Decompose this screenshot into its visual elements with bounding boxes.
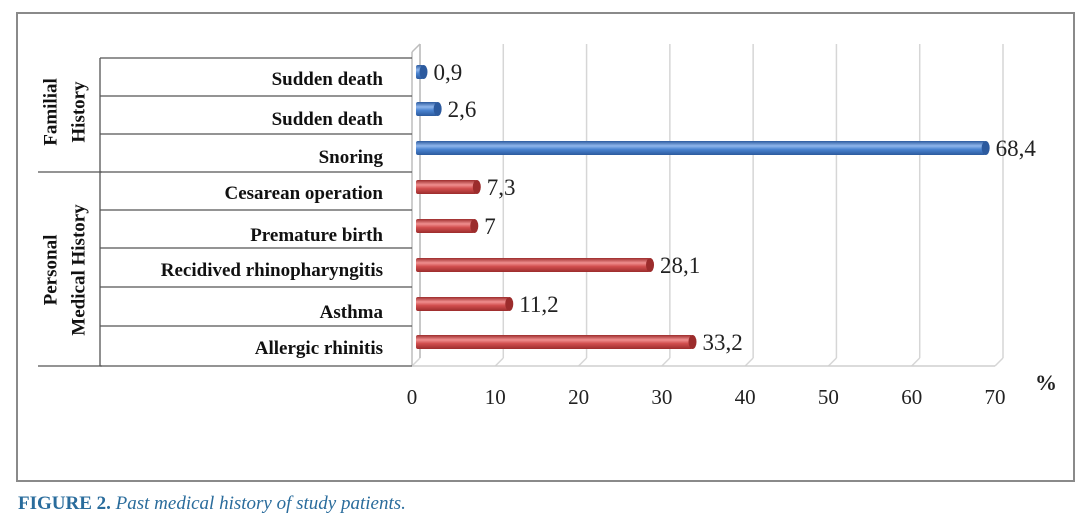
category-label: Cesarean operation — [225, 183, 384, 204]
data-label: 7 — [484, 214, 496, 239]
gridline-floor — [494, 357, 504, 367]
x-tick-label: 60 — [901, 385, 922, 409]
category-label: Asthma — [320, 302, 384, 323]
gridline-floor — [911, 357, 921, 367]
bar — [416, 141, 986, 155]
bar — [416, 102, 438, 116]
bar-end-cap — [419, 65, 428, 79]
gridline-floor — [411, 357, 421, 367]
category-label: Recidived rhinopharyngitis — [161, 260, 383, 281]
data-label: 0,9 — [433, 60, 462, 85]
bar-end-cap — [646, 258, 655, 272]
x-tick-label: 70 — [985, 385, 1006, 409]
category-label: Allergic rhinitis — [255, 338, 383, 359]
gridline-floor — [578, 357, 588, 367]
data-label: 68,4 — [996, 136, 1037, 161]
bar-end-cap — [470, 219, 479, 233]
category-label: Sudden death — [272, 69, 384, 90]
gridline-floor — [661, 357, 671, 367]
x-tick-label: 50 — [818, 385, 839, 409]
bar-end-cap — [472, 180, 481, 194]
category-label: Premature birth — [250, 225, 383, 246]
x-tick-label: 40 — [735, 385, 756, 409]
caption-figure-number: FIGURE 2. — [18, 493, 111, 514]
gridline-floor — [744, 357, 754, 367]
group-label: Medical History — [68, 204, 89, 336]
caption-text: Past medical history of study patients. — [115, 493, 406, 514]
bar — [416, 258, 651, 272]
figure-caption: FIGURE 2. Past medical history of study … — [18, 493, 406, 515]
y-axis-top-line — [411, 43, 421, 53]
gridline-floor — [994, 357, 1004, 367]
data-label: 11,2 — [519, 292, 558, 317]
bar — [416, 219, 475, 233]
bar-end-cap — [981, 141, 990, 155]
category-label: Snoring — [319, 147, 384, 168]
group-label: Personal — [40, 235, 61, 306]
x-tick-label: 30 — [651, 385, 672, 409]
group-label: History — [68, 81, 89, 143]
data-label: 28,1 — [660, 253, 700, 278]
category-label: Sudden death — [272, 109, 384, 130]
bar — [416, 335, 693, 349]
chart-frame: Familial History Personal Medical History Su… — [16, 12, 1075, 482]
bar — [416, 297, 510, 311]
x-tick-label: 10 — [485, 385, 506, 409]
bar-end-cap — [688, 335, 697, 349]
x-axis-unit-label: % — [1035, 370, 1057, 395]
data-label: 7,3 — [487, 175, 516, 200]
bar-end-cap — [505, 297, 514, 311]
bar-end-cap — [433, 102, 442, 116]
bar — [416, 180, 477, 194]
x-tick-label: 20 — [568, 385, 589, 409]
data-label: 2,6 — [448, 97, 477, 122]
group-label: Familial — [40, 78, 61, 146]
x-tick-label: 0 — [407, 385, 418, 409]
data-label: 33,2 — [703, 330, 743, 355]
gridline-floor — [827, 357, 837, 367]
bar-chart: Familial History Personal Medical History Su… — [38, 43, 1057, 409]
